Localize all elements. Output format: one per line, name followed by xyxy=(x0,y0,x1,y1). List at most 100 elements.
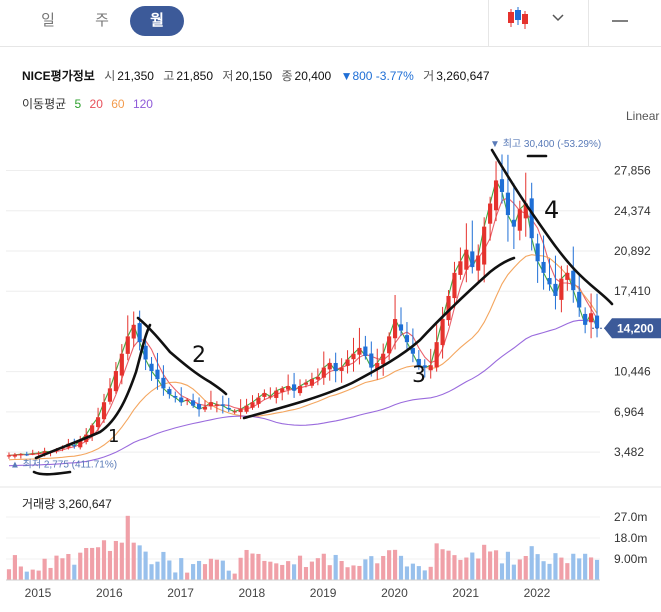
candle-up xyxy=(208,402,214,407)
candle-down xyxy=(137,323,142,343)
candle-up xyxy=(351,353,356,360)
low-label: 저 xyxy=(222,69,234,83)
volume-bar xyxy=(363,559,368,580)
tab-weekly[interactable]: 주 xyxy=(95,12,109,29)
candle-down xyxy=(161,377,166,389)
volume-bar xyxy=(12,555,17,580)
volume-bar xyxy=(90,547,95,580)
volume-bar xyxy=(131,542,136,580)
ma-20[interactable]: 20 xyxy=(89,97,103,111)
volume-title: 거래량 3,260,647 xyxy=(22,497,112,511)
candle-up xyxy=(488,203,493,224)
ma-5[interactable]: 5 xyxy=(74,97,82,111)
volume-bar xyxy=(208,558,214,580)
volume-value: 3,260,647 xyxy=(436,69,490,83)
annotation-stroke-1 xyxy=(34,323,152,460)
volume-bar xyxy=(357,565,362,580)
volume-bar xyxy=(6,569,12,580)
volume-bar xyxy=(553,553,558,580)
volume-bar xyxy=(125,515,130,580)
candle-up xyxy=(274,390,279,398)
volume-bar xyxy=(202,564,208,580)
ma-60[interactable]: 60 xyxy=(111,97,125,111)
volume-bar xyxy=(292,564,297,580)
volume-bar xyxy=(66,554,71,580)
volume-bar xyxy=(286,561,291,580)
candle-up xyxy=(523,203,528,219)
x-tick-label: 2017 xyxy=(167,586,194,600)
candle-up xyxy=(482,226,487,265)
x-tick-label: 2022 xyxy=(524,586,551,600)
volume-bar xyxy=(434,543,439,580)
volume-bar xyxy=(149,564,154,580)
ma-legend-label: 이동평균 xyxy=(22,97,67,111)
candle-up xyxy=(452,272,457,299)
volume-bar xyxy=(297,555,303,580)
x-tick-label: 2019 xyxy=(310,586,337,600)
tab-daily[interactable]: 일 xyxy=(41,12,55,29)
volume-bar xyxy=(369,556,374,580)
volume-bar xyxy=(95,547,101,580)
ma-line-60 xyxy=(8,254,598,461)
candle-down xyxy=(416,358,421,366)
candle-up xyxy=(268,396,273,398)
volume-bar xyxy=(565,563,570,580)
price-tick-label: 27,856 xyxy=(614,164,651,178)
volume-tick-label: 27.0m xyxy=(614,510,647,524)
candle-up xyxy=(244,405,249,412)
candle-down xyxy=(404,335,410,343)
volume-bar xyxy=(577,558,582,580)
volume-bar xyxy=(30,569,35,580)
volume-bar xyxy=(191,564,196,580)
volume-bar xyxy=(422,570,427,580)
volume-bar xyxy=(499,563,505,580)
volume-bar xyxy=(583,553,588,580)
candle-up xyxy=(458,261,463,275)
candle-up xyxy=(18,454,23,456)
volume-bar xyxy=(505,551,511,580)
volume-bar xyxy=(143,551,148,580)
annotation-label-2: 2 xyxy=(192,343,206,368)
volume-bar xyxy=(113,540,118,580)
candle-up xyxy=(286,386,291,390)
volume-bar xyxy=(84,547,89,580)
candle-down xyxy=(292,384,297,391)
ma-120[interactable]: 120 xyxy=(132,97,153,111)
current-price-label: 14,200 xyxy=(617,321,654,335)
tab-monthly[interactable]: 월 xyxy=(130,6,184,36)
volume-bar xyxy=(333,554,338,580)
candle-up xyxy=(357,347,362,355)
volume-bar xyxy=(185,572,190,580)
candle-up xyxy=(125,336,130,354)
candle-down xyxy=(511,219,516,227)
annotation-stroke-4 xyxy=(490,148,614,306)
candle-up xyxy=(185,399,190,401)
x-tick-label: 2015 xyxy=(25,586,52,600)
candle-up xyxy=(232,411,237,413)
volume-bar xyxy=(309,561,314,580)
candle-up xyxy=(565,272,570,280)
open-label: 시 xyxy=(104,69,116,83)
candle-up xyxy=(321,367,326,378)
candle-up xyxy=(131,324,136,339)
candle-up xyxy=(339,367,344,371)
price-tick-label: 20,892 xyxy=(614,244,651,258)
volume-bar xyxy=(398,555,404,580)
volume-bar xyxy=(511,564,516,580)
volume-bar xyxy=(214,559,219,580)
volume-bar xyxy=(594,559,600,580)
volume-bar xyxy=(137,545,142,580)
volume-bar xyxy=(244,549,249,580)
scale-mode-label: Linear xyxy=(626,109,659,123)
candle-up xyxy=(440,319,445,346)
candle-down xyxy=(72,445,77,447)
candle-up xyxy=(559,278,564,300)
volume-bar xyxy=(482,544,487,580)
candle-up xyxy=(297,386,303,394)
toolbar-divider xyxy=(488,0,489,46)
volume-bar xyxy=(179,558,184,580)
volume-bar xyxy=(226,570,231,580)
candle-up xyxy=(381,353,386,365)
volume-bar xyxy=(72,564,77,580)
